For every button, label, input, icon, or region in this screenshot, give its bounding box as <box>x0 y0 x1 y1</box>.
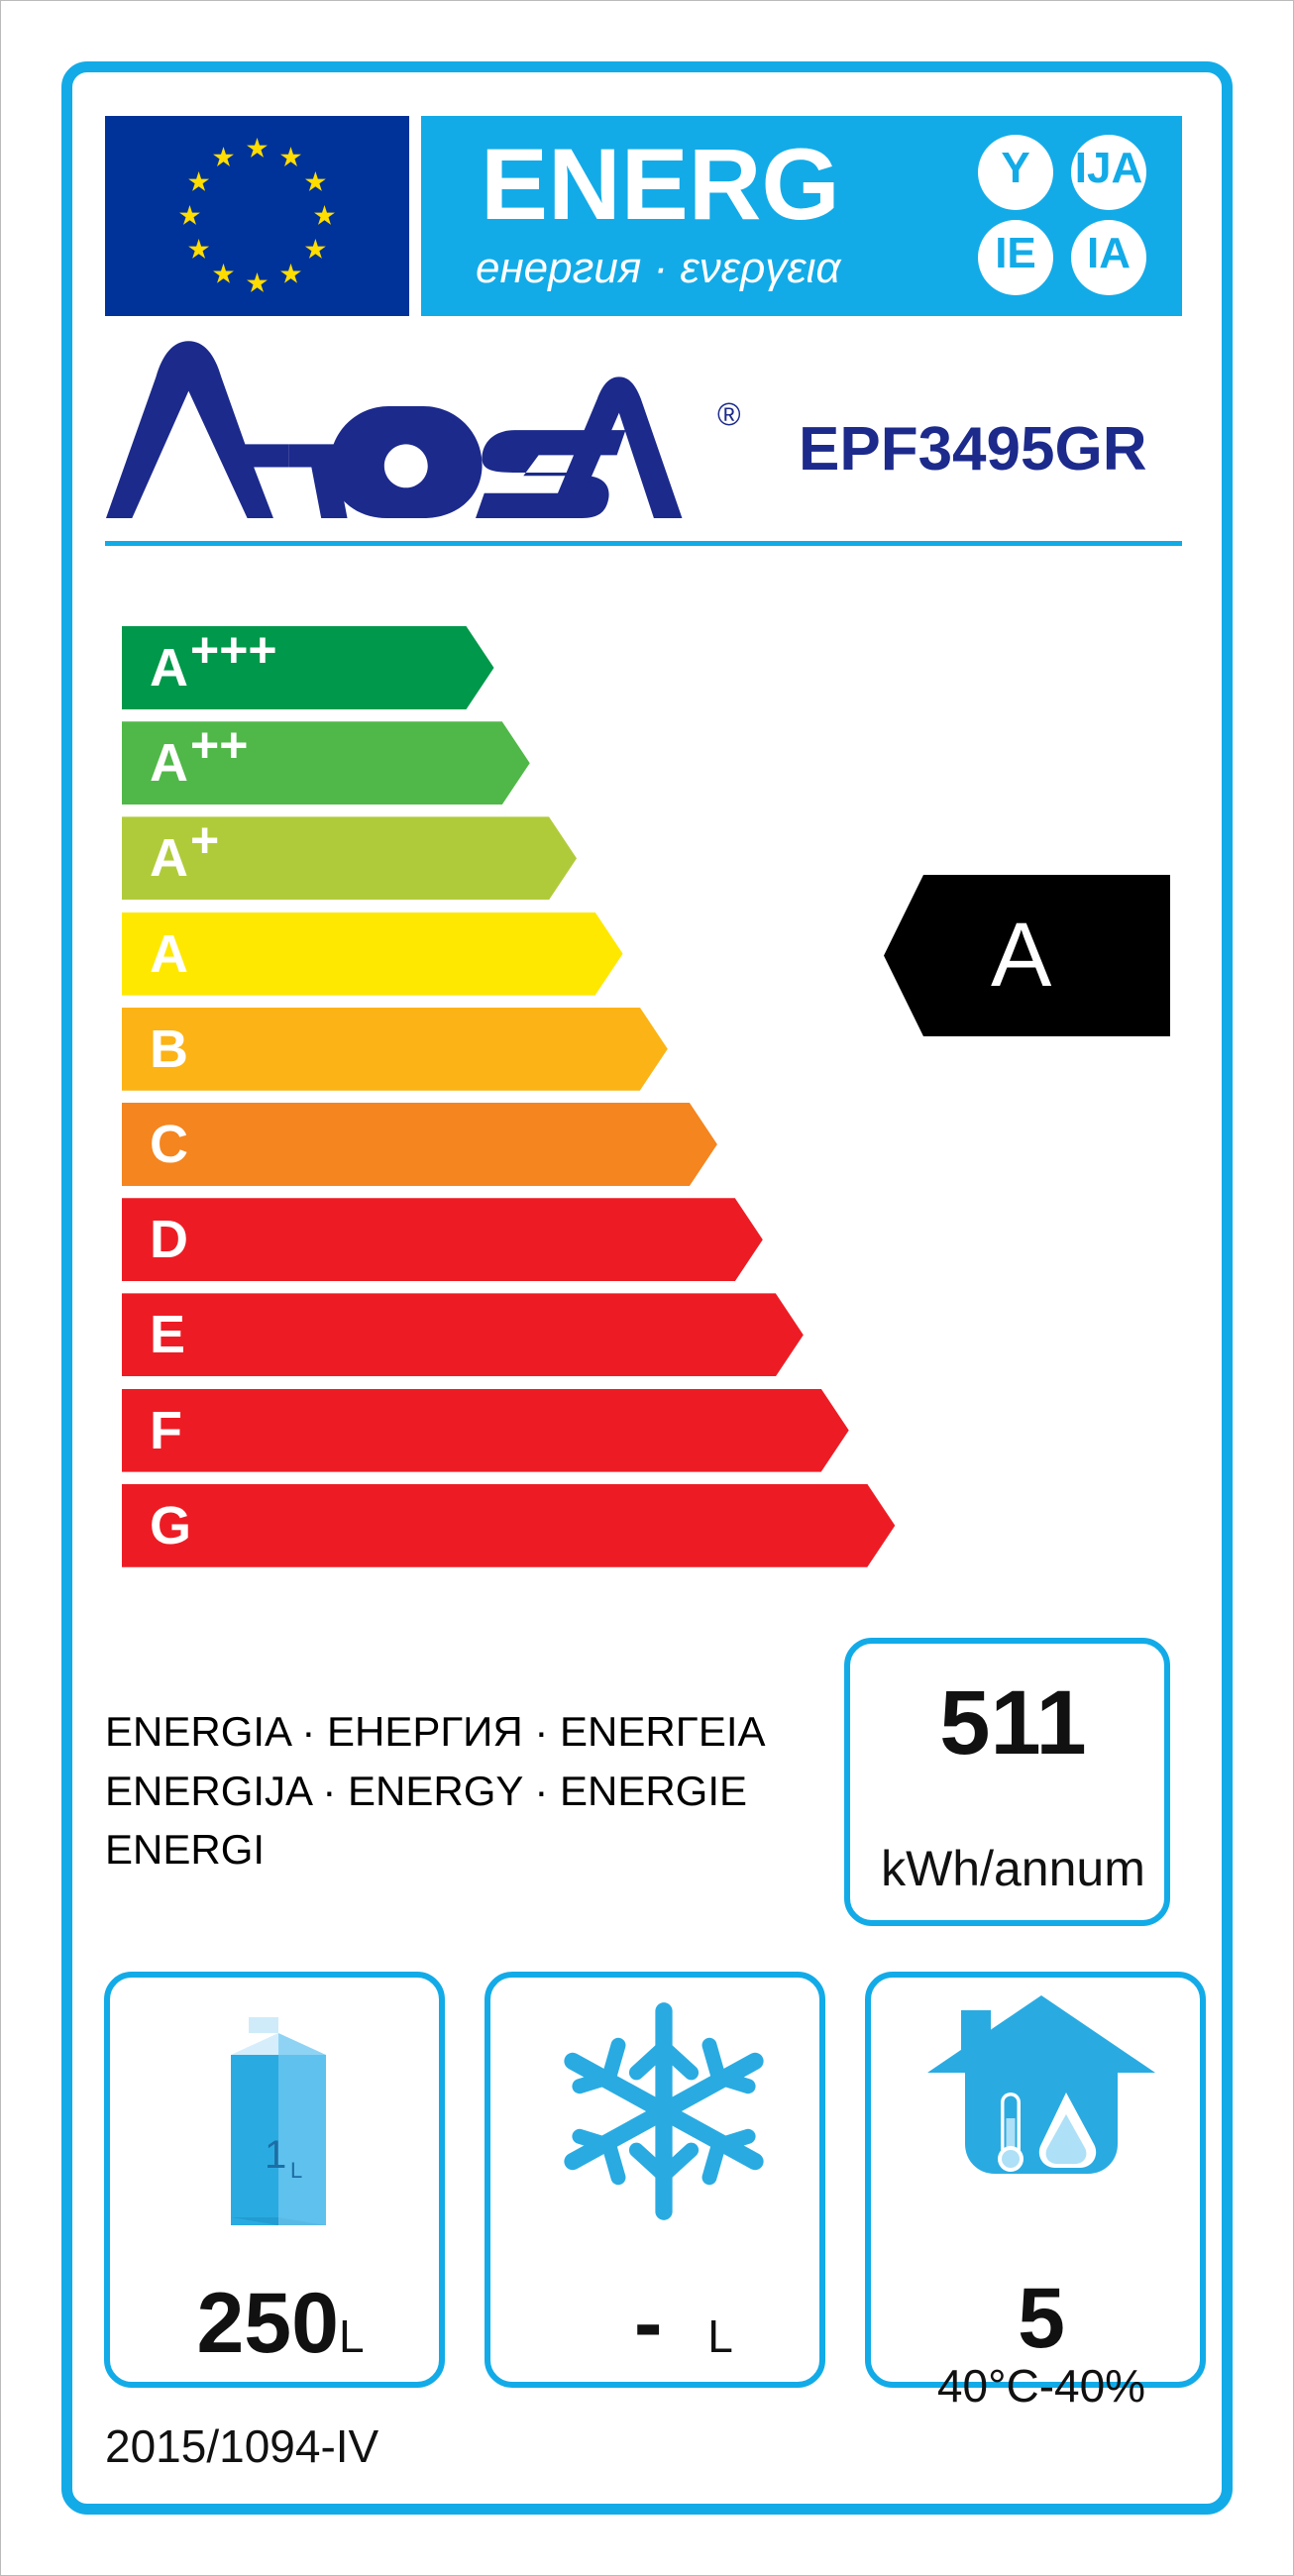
svg-text:L: L <box>290 2158 302 2183</box>
svg-text:1: 1 <box>265 2133 286 2177</box>
